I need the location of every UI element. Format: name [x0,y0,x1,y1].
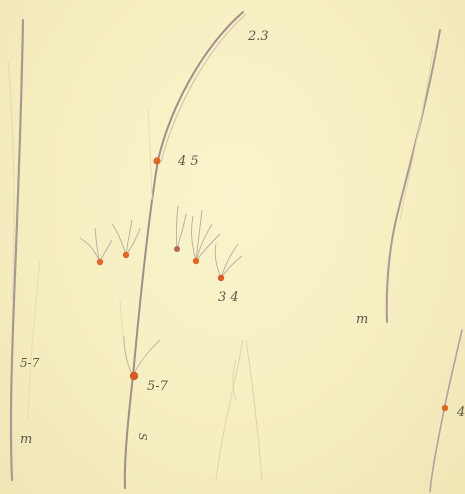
faint-line-d [245,339,263,481]
hair-tuft-4 [191,209,221,262]
bulb-group [96,157,449,412]
hair-tuft-5 [214,243,243,279]
label-m-right: m [356,312,369,327]
label-stage-23: 2.3 [248,29,269,44]
label-vertical-mark: S [136,433,149,441]
hair-main-center-shadow [160,13,247,163]
hair-long-left-faint [7,59,15,301]
bulb-edge [441,404,449,412]
label-stage-57-mid: 5-7 [147,379,168,394]
bulb-57 [129,371,139,381]
bulb-tuft-4 [192,257,200,265]
bulb-tuft-3 [174,246,180,252]
label-stage-45: 4 5 [178,154,199,169]
hair-tuft-1 [79,227,113,263]
faint-line-b [119,299,133,377]
label-stage-34: 3 4 [218,290,239,305]
faint-line-a [147,109,153,201]
hair-long-left [9,18,25,482]
hair-right-m [385,29,441,323]
bulb-tuft-1 [96,258,104,266]
faint-line-e [232,359,237,401]
bulb-45 [153,157,161,165]
label-edge-mark: 4 [457,405,465,420]
hair-right-m-faint [399,49,434,221]
bulb-tuft-2 [122,251,130,259]
label-m-left: m [20,432,33,447]
bulb-tuft-5 [217,274,225,282]
faint-line-c [215,339,244,481]
hair-left-ghost [27,259,41,421]
hair-tuft-3 [175,205,187,250]
hair-tuft-2 [111,219,141,256]
label-stage-57-left: 5-7 [20,356,40,370]
hair-main-center [123,11,244,489]
